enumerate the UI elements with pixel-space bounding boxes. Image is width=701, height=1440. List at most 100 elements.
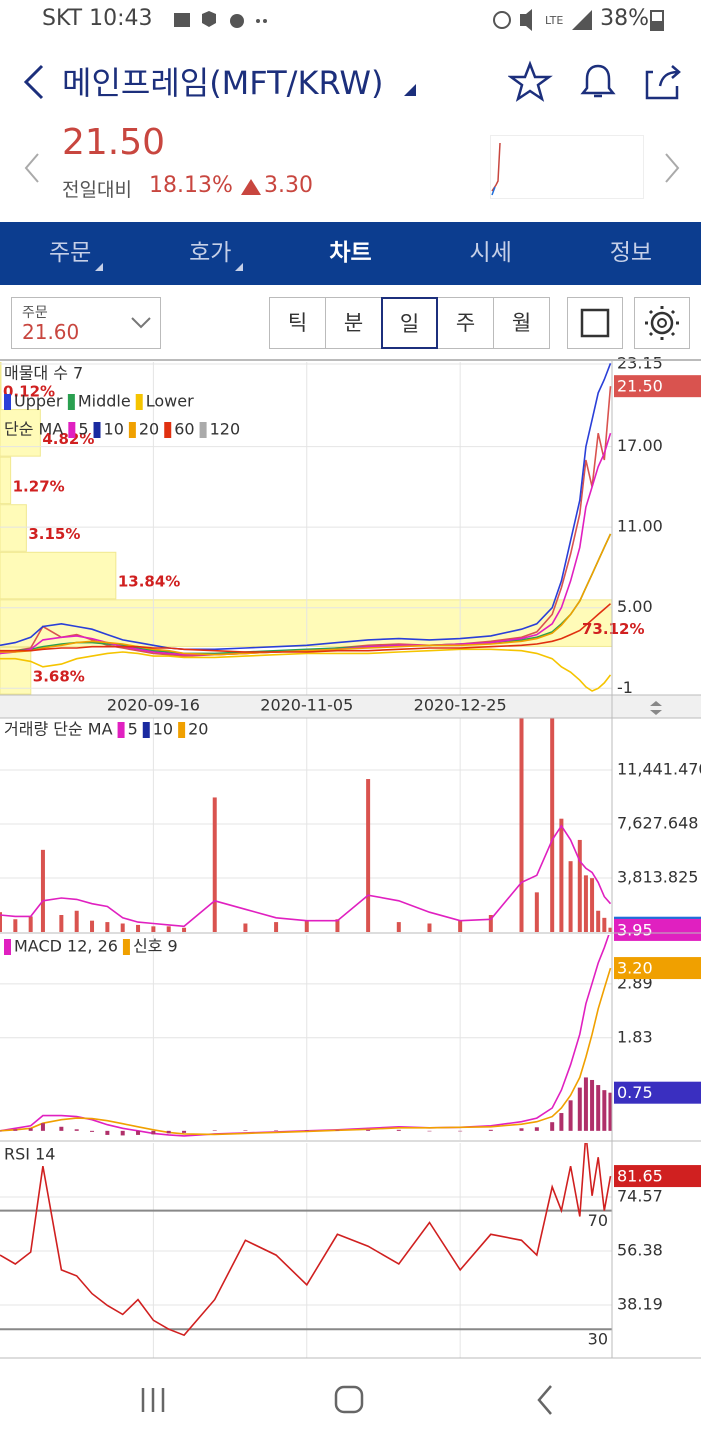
- bar: [396, 1129, 401, 1131]
- tab[interactable]: 시세: [469, 240, 512, 266]
- resize-handle[interactable]: [650, 701, 662, 715]
- up-triangle: [241, 179, 261, 195]
- bar: [166, 1130, 171, 1134]
- bar: [427, 1130, 432, 1132]
- period-button[interactable]: 주: [437, 297, 494, 349]
- legend-text: 신호 9: [133, 937, 178, 956]
- legend-swatch: [199, 422, 207, 438]
- bar: [182, 927, 187, 932]
- bar: [182, 1130, 187, 1133]
- bar: [335, 1130, 340, 1131]
- bar: [40, 1123, 45, 1131]
- status-icons: [174, 11, 267, 28]
- tab[interactable]: 호가: [140, 222, 280, 285]
- bar: [90, 1130, 95, 1132]
- bar: [120, 1130, 125, 1136]
- tab[interactable]: 주문: [0, 222, 140, 285]
- value-box-label: 3.95: [617, 920, 653, 939]
- back[interactable]: [537, 1385, 552, 1415]
- bar: [136, 1130, 141, 1135]
- series-line: [0, 533, 612, 656]
- legend-swatch: [117, 722, 125, 738]
- bar: [151, 926, 156, 932]
- bar: [136, 924, 141, 932]
- period-button[interactable]: 분: [325, 297, 382, 349]
- period-button[interactable]: 월: [493, 297, 550, 349]
- x-tick-label: 2020-11-05: [260, 696, 353, 715]
- legend-text: 60: [174, 420, 194, 439]
- bar: [596, 1085, 601, 1131]
- legend-text: 5: [128, 720, 138, 739]
- bar: [488, 915, 493, 932]
- series-line: [0, 1143, 612, 1337]
- legend-text: 20: [139, 420, 159, 439]
- legend-swatch: [122, 939, 130, 955]
- value-box-label: 0.75: [617, 1083, 653, 1102]
- legend-swatch: [128, 422, 136, 438]
- y-tick-label: 11,441.470: [617, 759, 701, 778]
- order-select[interactable]: 주문 21.60: [11, 297, 161, 349]
- period-button[interactable]: 틱: [269, 297, 326, 349]
- series-line: [0, 935, 610, 1137]
- title[interactable]: 메인프레임(MFT/KRW): [62, 64, 384, 102]
- legend-swatch: [4, 394, 11, 410]
- legend-text: 매물대 수 7: [4, 364, 83, 383]
- y-tick-label: 74.57: [617, 1187, 663, 1206]
- alarm-button[interactable]: [580, 64, 616, 98]
- bar: [427, 923, 432, 932]
- panel: [0, 362, 612, 695]
- bar: [212, 797, 217, 932]
- change: 3.30: [264, 173, 313, 198]
- series-line: [0, 967, 612, 1136]
- legend-swatch: [4, 939, 11, 955]
- bar: [559, 1113, 564, 1131]
- profile-label: 0.12%: [3, 382, 55, 400]
- bar: [590, 878, 595, 932]
- bar: [577, 839, 582, 932]
- title-dropdown[interactable]: [402, 82, 418, 98]
- y-tick-label: 23.15: [617, 354, 663, 373]
- profile-label: 4.82%: [42, 430, 94, 448]
- order-label: 주문: [22, 305, 48, 321]
- profile-label: 73.12%: [582, 620, 644, 638]
- series-line: [0, 603, 612, 653]
- x-tick-label: 2020-09-16: [107, 696, 200, 715]
- bar: [602, 1090, 607, 1131]
- bar: [243, 1130, 248, 1131]
- y-tick-label: 1.83: [617, 1027, 653, 1046]
- bar: [366, 1129, 371, 1131]
- fullscreen-button[interactable]: [567, 297, 623, 349]
- bar: [608, 1092, 612, 1131]
- share-button[interactable]: [645, 65, 681, 100]
- bar: [74, 910, 79, 932]
- value-box: [614, 918, 701, 941]
- value-box-label: 21.50: [617, 377, 663, 396]
- back-button[interactable]: [18, 62, 48, 102]
- profile-bar: [0, 409, 41, 457]
- settings-button[interactable]: [634, 297, 690, 349]
- bar: [519, 1128, 524, 1131]
- bar: [534, 1127, 539, 1131]
- favorite-button[interactable]: [508, 60, 553, 102]
- legend-text: Lower: [146, 392, 194, 411]
- header-icons: [508, 60, 681, 102]
- bar: [458, 920, 463, 932]
- bar: [120, 923, 125, 932]
- recent-apps[interactable]: [141, 1388, 165, 1412]
- home[interactable]: [334, 1385, 364, 1414]
- next-coin[interactable]: [662, 152, 682, 184]
- y-tick-label: 56.38: [617, 1241, 663, 1260]
- profile-bar: [0, 504, 27, 552]
- y-tick-label: 5.00: [617, 597, 653, 616]
- prev-coin[interactable]: [22, 152, 42, 184]
- value-box: [614, 1165, 701, 1188]
- legend-swatch: [93, 422, 101, 438]
- bar: [59, 1126, 64, 1131]
- period-button[interactable]: 일: [381, 297, 438, 349]
- tab[interactable]: 정보: [609, 240, 653, 266]
- legend-text: 10: [153, 720, 173, 739]
- bar: [550, 718, 555, 932]
- tab[interactable]: 차트: [329, 240, 372, 266]
